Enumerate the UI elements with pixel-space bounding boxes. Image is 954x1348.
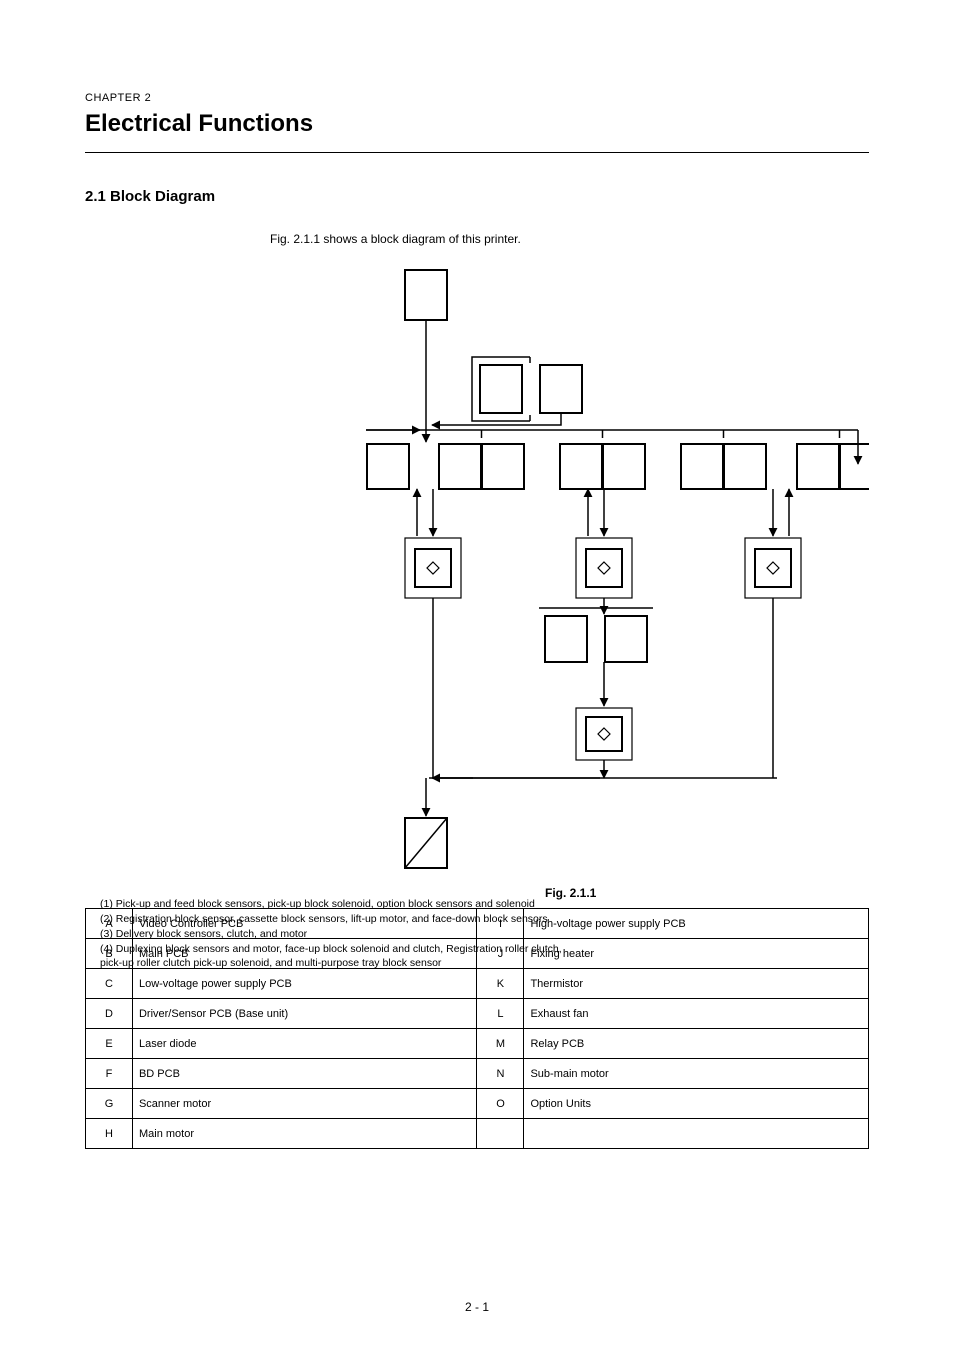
symbol-desc: Laser diode xyxy=(132,1029,477,1059)
figure-label: Fig. 2.1.1 xyxy=(545,886,596,900)
symbol-id: N xyxy=(477,1059,524,1089)
symbol-desc: Sub-main motor xyxy=(524,1059,869,1089)
symbol-id: M xyxy=(477,1029,524,1059)
symbol-desc: Thermistor xyxy=(524,969,869,999)
header-rule xyxy=(85,152,869,153)
symbol-id: O xyxy=(477,1089,524,1119)
symbol-desc: Exhaust fan xyxy=(524,999,869,1029)
symbol-id: C xyxy=(86,969,133,999)
chapter-label: CHAPTER 2 xyxy=(85,92,869,104)
symbol-id: E xyxy=(86,1029,133,1059)
diagram-footnote: pick-up roller clutch pick-up solenoid, … xyxy=(100,957,441,971)
symbol-id: K xyxy=(477,969,524,999)
block-diagram xyxy=(85,250,869,890)
symbol-desc: Main motor xyxy=(132,1119,477,1149)
symbol-desc: Fixing heater xyxy=(524,939,869,969)
symbol-desc: Relay PCB xyxy=(524,1029,869,1059)
symbol-desc: Option Units xyxy=(524,1089,869,1119)
symbol-desc: Driver/Sensor PCB (Base unit) xyxy=(132,999,477,1029)
diagram-footnote: (2) Registration block sensor, cassette … xyxy=(100,913,548,927)
diagram-footnote: (3) Delivery block sensors, clutch, and … xyxy=(100,928,307,942)
symbol-desc: BD PCB xyxy=(132,1059,477,1089)
figure-caption: Fig. 2.1.1 shows a block diagram of this… xyxy=(270,232,521,246)
symbol-id: F xyxy=(86,1059,133,1089)
symbol-id: D xyxy=(86,999,133,1029)
symbol-id: H xyxy=(86,1119,133,1149)
section-title: 2.1 Block Diagram xyxy=(85,188,215,205)
symbol-desc xyxy=(524,1119,869,1149)
diagram-footnote: (1) Pick-up and feed block sensors, pick… xyxy=(100,898,535,912)
chapter-title: Electrical Functions xyxy=(85,110,869,138)
page-number: 2 - 1 xyxy=(0,1300,954,1314)
symbol-desc: Scanner motor xyxy=(132,1089,477,1119)
symbol-id xyxy=(477,1119,524,1149)
symbol-desc: Low-voltage power supply PCB xyxy=(132,969,477,999)
symbol-desc: High-voltage power supply PCB xyxy=(524,909,869,939)
diagram-footnote: (4) Duplexing block sensors and motor, f… xyxy=(100,943,562,957)
symbol-id: L xyxy=(477,999,524,1029)
symbol-id: G xyxy=(86,1089,133,1119)
